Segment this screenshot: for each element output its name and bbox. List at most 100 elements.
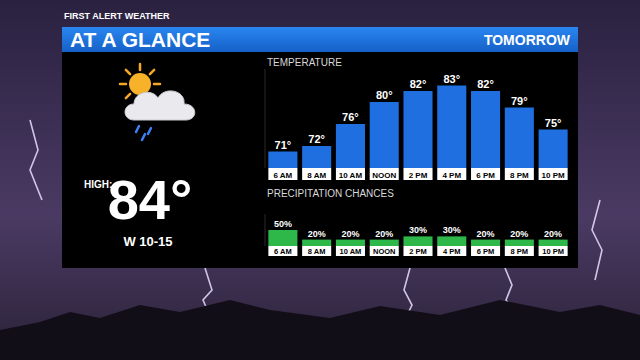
background [0, 0, 640, 360]
tick-label: 4 PM [443, 247, 461, 256]
data-label: 76° [342, 111, 359, 123]
sun-ray [126, 70, 130, 74]
rain [136, 126, 139, 132]
data-label: 83° [443, 73, 460, 85]
tick-label: 6 PM [476, 171, 495, 180]
tick-box [302, 246, 331, 256]
tick-label: 2 PM [409, 171, 428, 180]
sun-ray [154, 83, 160, 86]
sun-ray [139, 64, 142, 70]
tick-label: NOON [372, 171, 396, 180]
data-label: 30% [443, 225, 461, 235]
bar [471, 91, 500, 168]
root: FIRST ALERT WEATHERAT A GLANCETOMORROWHI… [0, 0, 640, 360]
tick-box [505, 246, 534, 256]
tick-box [437, 168, 466, 180]
tick-box [471, 168, 500, 180]
data-label: 75° [545, 117, 562, 129]
data-label: 20% [375, 229, 393, 239]
sun-ray [126, 94, 130, 98]
tick-box [471, 246, 500, 256]
tick-label: 6 PM [477, 247, 495, 256]
chart-title: PRECIPITATION CHANCES [267, 188, 394, 199]
data-label: 20% [477, 229, 495, 239]
bar [539, 130, 568, 169]
tick-box [539, 246, 568, 256]
bar [268, 152, 297, 169]
tick-label: NOON [373, 247, 396, 256]
tick-label: 10 AM [340, 247, 362, 256]
tick-label: 6 AM [273, 171, 292, 180]
tick-label: 8 PM [511, 247, 529, 256]
lightning [30, 120, 42, 200]
bar [370, 102, 399, 168]
data-label: 30% [409, 225, 427, 235]
tick-label: 10 PM [542, 247, 564, 256]
rain [142, 134, 145, 140]
silhouette [0, 300, 640, 360]
data-label: 71° [275, 139, 292, 151]
data-label: 82° [410, 78, 427, 90]
cloud [125, 91, 195, 120]
tick-box [437, 246, 466, 256]
bar [403, 236, 432, 246]
tick-box [302, 168, 331, 180]
data-label: 20% [544, 229, 562, 239]
sun [129, 73, 151, 95]
tick-label: 2 PM [409, 247, 427, 256]
weather-icon [120, 64, 195, 140]
tick-box [539, 168, 568, 180]
brand: FIRST ALERT WEATHER [64, 11, 170, 21]
bar [437, 236, 466, 246]
data-label: 80° [376, 89, 393, 101]
chart-title: TEMPERATURE [267, 57, 342, 68]
tick-box [336, 168, 365, 180]
bar [505, 108, 534, 169]
bar [302, 240, 331, 246]
data-label: 20% [308, 229, 326, 239]
tick-label: 10 PM [542, 171, 565, 180]
axis-line [265, 69, 266, 168]
bar [302, 146, 331, 168]
data-label: 82° [477, 78, 494, 90]
bar [471, 240, 500, 246]
tick-label: 4 PM [442, 171, 461, 180]
tick-box [370, 168, 399, 180]
data-label: 20% [510, 229, 528, 239]
tick-box [403, 246, 432, 256]
panel [62, 52, 578, 268]
rain [148, 128, 151, 134]
lightning [592, 200, 602, 280]
tick-label: 8 PM [510, 171, 529, 180]
tick-box [370, 246, 399, 256]
bar [336, 124, 365, 168]
bar [505, 240, 534, 246]
tick-label: 8 AM [308, 247, 326, 256]
data-label: 20% [341, 229, 359, 239]
tick-box [268, 168, 297, 180]
canvas: FIRST ALERT WEATHERAT A GLANCETOMORROWHI… [0, 0, 640, 360]
tick-label: 10 AM [339, 171, 363, 180]
axis-line [265, 214, 266, 246]
tick-label: 6 AM [274, 247, 292, 256]
high-value: 84° [108, 168, 193, 231]
sun-ray [150, 70, 154, 74]
sun-ray [120, 83, 126, 86]
title: AT A GLANCE [70, 28, 210, 51]
bar [370, 240, 399, 246]
data-label: 72° [308, 133, 325, 145]
bar [403, 91, 432, 168]
wind: W 10-15 [123, 234, 172, 249]
tick-label: 8 AM [307, 171, 326, 180]
bar [336, 240, 365, 246]
bar [539, 240, 568, 246]
tick-box [505, 168, 534, 180]
bar [437, 86, 466, 169]
bar [268, 230, 297, 246]
tick-box [268, 246, 297, 256]
header-band [62, 27, 578, 52]
day: TOMORROW [484, 32, 571, 48]
data-label: 79° [511, 95, 528, 107]
tick-box [336, 246, 365, 256]
bars [268, 86, 567, 169]
